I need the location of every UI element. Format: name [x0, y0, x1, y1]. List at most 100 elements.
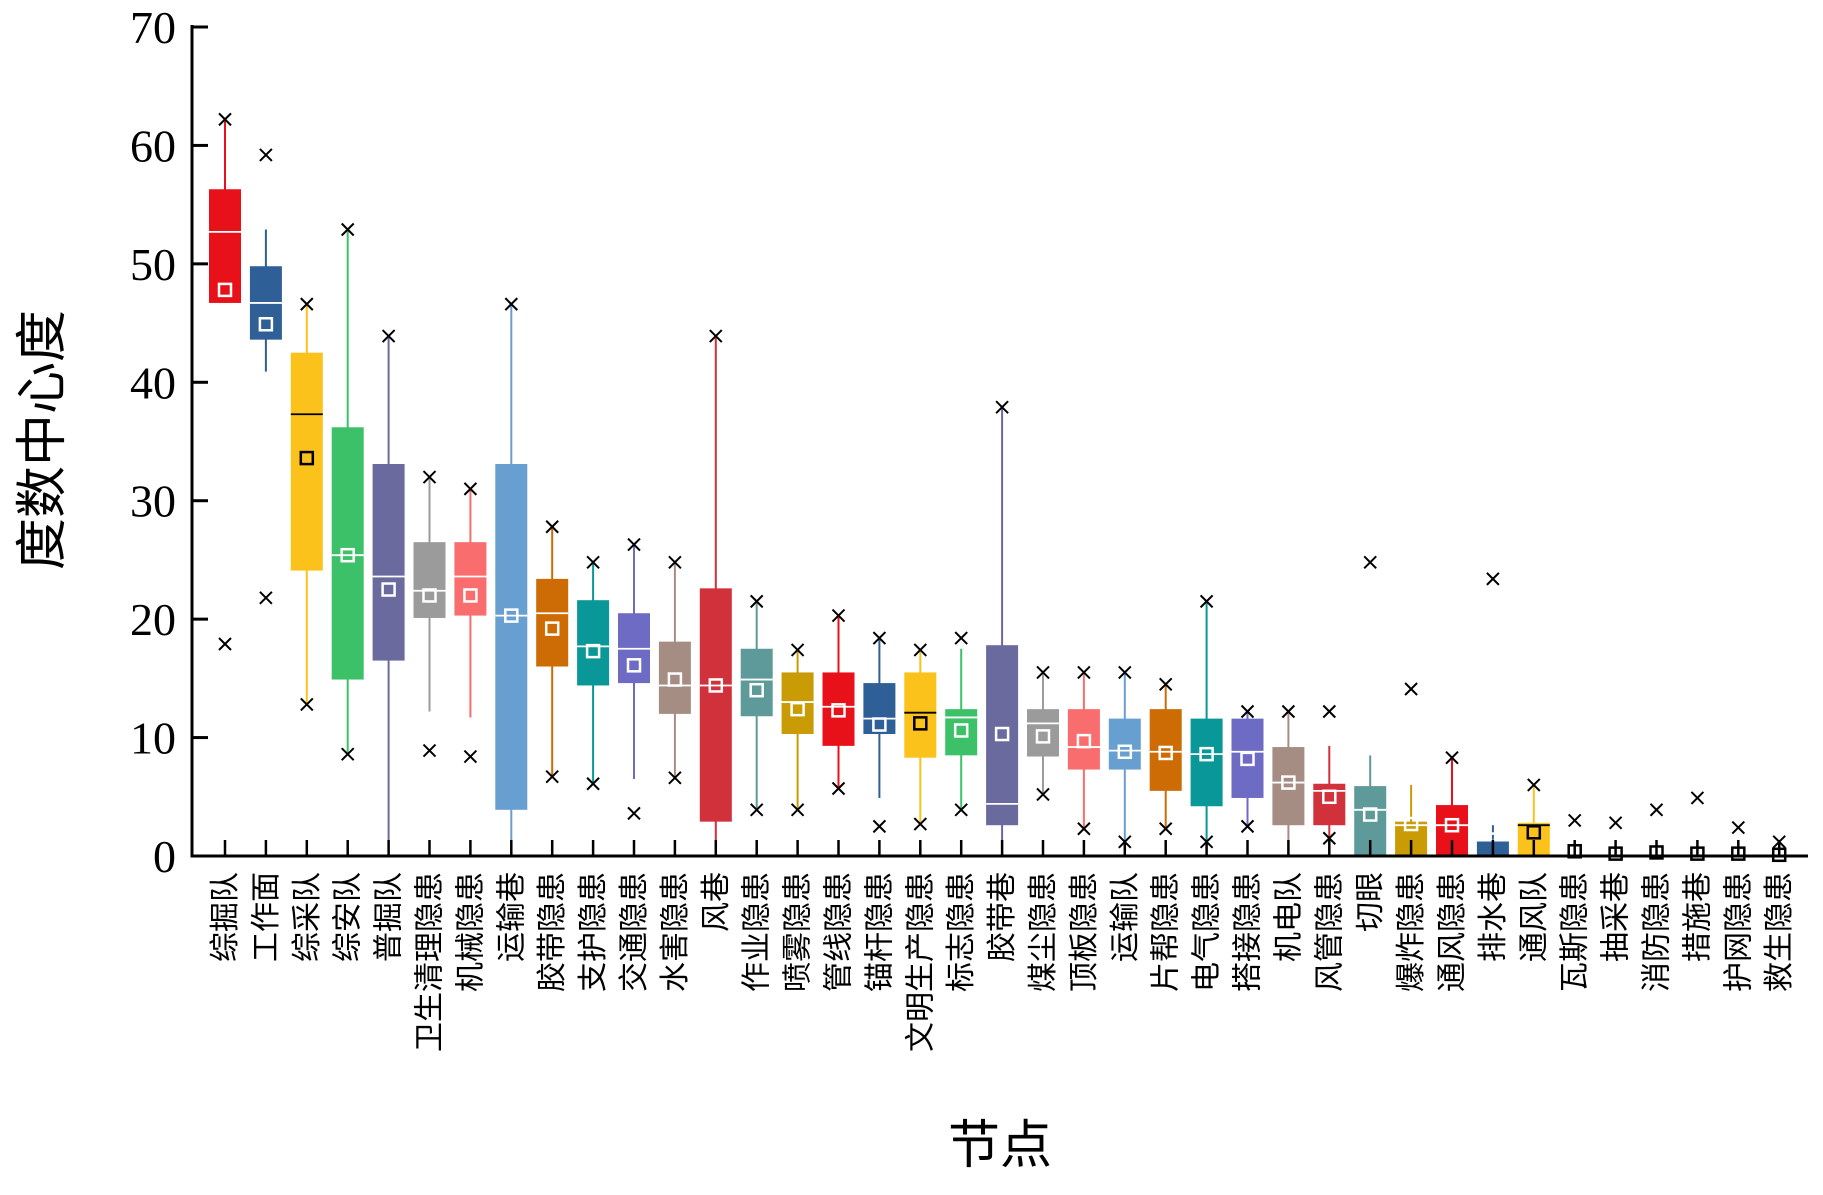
box-mean-marker: [831, 703, 846, 718]
box-extreme-marker: [749, 803, 764, 817]
x-tick-label: 通风队: [1517, 872, 1552, 962]
box-extreme-marker: [831, 781, 846, 796]
box-extreme-marker: [1199, 594, 1214, 609]
box-group: [495, 297, 528, 856]
x-tick-label: 喷雾隐患: [781, 872, 816, 992]
box-group: [699, 329, 732, 856]
box-extreme-marker: [1036, 665, 1050, 680]
box-extreme-marker: [545, 769, 559, 784]
y-axis-ticks: 0 10 20 30 40 50 60 70: [130, 2, 208, 882]
x-tick-label: 综掘队: [208, 872, 243, 962]
box-extreme-marker: [1077, 665, 1091, 680]
box-mean-marker: [1035, 729, 1051, 744]
box-group: [249, 148, 282, 605]
x-tick-label: 搭接隐患: [1231, 872, 1266, 992]
box-mean-marker: [1199, 746, 1214, 762]
y-tick-label: 10: [130, 713, 176, 764]
box-extreme-marker: [1608, 816, 1623, 830]
box-group: [1149, 677, 1182, 836]
x-tick-label: 综采队: [290, 872, 325, 962]
box-mean-marker: [872, 717, 887, 732]
box-extreme-marker: [1077, 822, 1091, 836]
box-extreme-marker: [627, 806, 641, 821]
box-body: [822, 672, 855, 746]
box-series: [209, 112, 1787, 863]
x-tick-label: 机械隐患: [453, 872, 488, 992]
box-mean-marker: [422, 588, 437, 603]
box-group: [1476, 572, 1509, 856]
box-group: [372, 329, 405, 856]
box-extreme-marker: [1281, 704, 1296, 719]
box-mean-marker: [299, 450, 315, 466]
box-group: [577, 555, 610, 791]
box-mean-marker: [913, 716, 928, 731]
box-mean-marker: [708, 678, 724, 693]
box-body: [1231, 718, 1264, 798]
box-mean-marker: [1444, 817, 1460, 833]
box-extreme-marker: [831, 608, 846, 623]
x-tick-label: 电气隐患: [1190, 872, 1225, 992]
box-extreme-marker: [586, 555, 600, 570]
box-body: [904, 672, 937, 758]
box-mean-marker: [1240, 751, 1255, 767]
x-tick-label: 抽采巷: [1599, 872, 1634, 962]
x-tick-label: 水害隐患: [658, 872, 693, 992]
box-extreme-marker: [1527, 778, 1541, 792]
x-tick-label: 措施巷: [1680, 872, 1715, 962]
box-body: [945, 709, 978, 756]
box-group: [290, 297, 323, 712]
box-extreme-marker: [1158, 677, 1173, 691]
box-extreme-marker: [1036, 787, 1050, 802]
y-tick-label: 20: [130, 594, 176, 645]
x-tick-label: 煤尘隐患: [1026, 872, 1061, 992]
box-extreme-marker: [913, 643, 928, 657]
box-body: [372, 464, 405, 661]
box-extreme-marker: [422, 743, 437, 758]
box-body: [863, 683, 896, 735]
box-extreme-marker: [1404, 682, 1418, 696]
box-group: [658, 555, 691, 785]
box-group: [209, 112, 241, 651]
box-mean-marker: [1076, 733, 1092, 749]
box-group: [740, 594, 773, 817]
box-extreme-marker: [504, 297, 519, 311]
box-group: [945, 631, 978, 817]
box-extreme-marker: [218, 637, 232, 651]
box-extreme-marker: [1690, 791, 1705, 805]
box-extreme-marker: [1240, 704, 1255, 719]
box-body: [454, 542, 487, 616]
box-extreme-marker: [422, 470, 437, 484]
box-body: [1272, 747, 1305, 826]
box-extreme-marker: [218, 112, 232, 127]
box-extreme-marker: [954, 803, 968, 817]
x-tick-label: 护网隐患: [1721, 872, 1756, 992]
box-group: [536, 520, 569, 784]
box-extreme-marker: [1445, 750, 1459, 765]
box-mean-marker: [1362, 807, 1378, 822]
box-extreme-marker: [913, 817, 928, 831]
box-extreme-marker: [340, 747, 355, 761]
box-group: [1517, 778, 1550, 856]
box-extreme-marker: [872, 819, 887, 834]
box-extreme-marker: [545, 520, 559, 534]
y-axis-title: 度数中心度: [13, 310, 73, 570]
box-body: [1149, 709, 1182, 791]
box-extreme-marker: [1322, 831, 1337, 845]
y-tick-label: 30: [130, 476, 176, 527]
box-extreme-marker: [627, 537, 641, 552]
box-mean-marker: [340, 547, 355, 563]
box-extreme-marker: [954, 631, 968, 645]
x-tick-label: 锚杆隐患: [862, 872, 897, 992]
box-extreme-marker: [259, 148, 273, 162]
x-tick-label: 救生隐患: [1762, 872, 1797, 992]
box-body: [1067, 709, 1100, 770]
box-group: [904, 643, 937, 831]
x-tick-label: 排水巷: [1476, 872, 1511, 962]
box-body: [209, 189, 241, 303]
box-extreme-marker: [1118, 665, 1132, 680]
box-group: [454, 482, 487, 764]
box-extreme-marker: [463, 482, 478, 496]
box-extreme-marker: [1363, 555, 1377, 570]
box-mean-marker: [381, 582, 396, 597]
